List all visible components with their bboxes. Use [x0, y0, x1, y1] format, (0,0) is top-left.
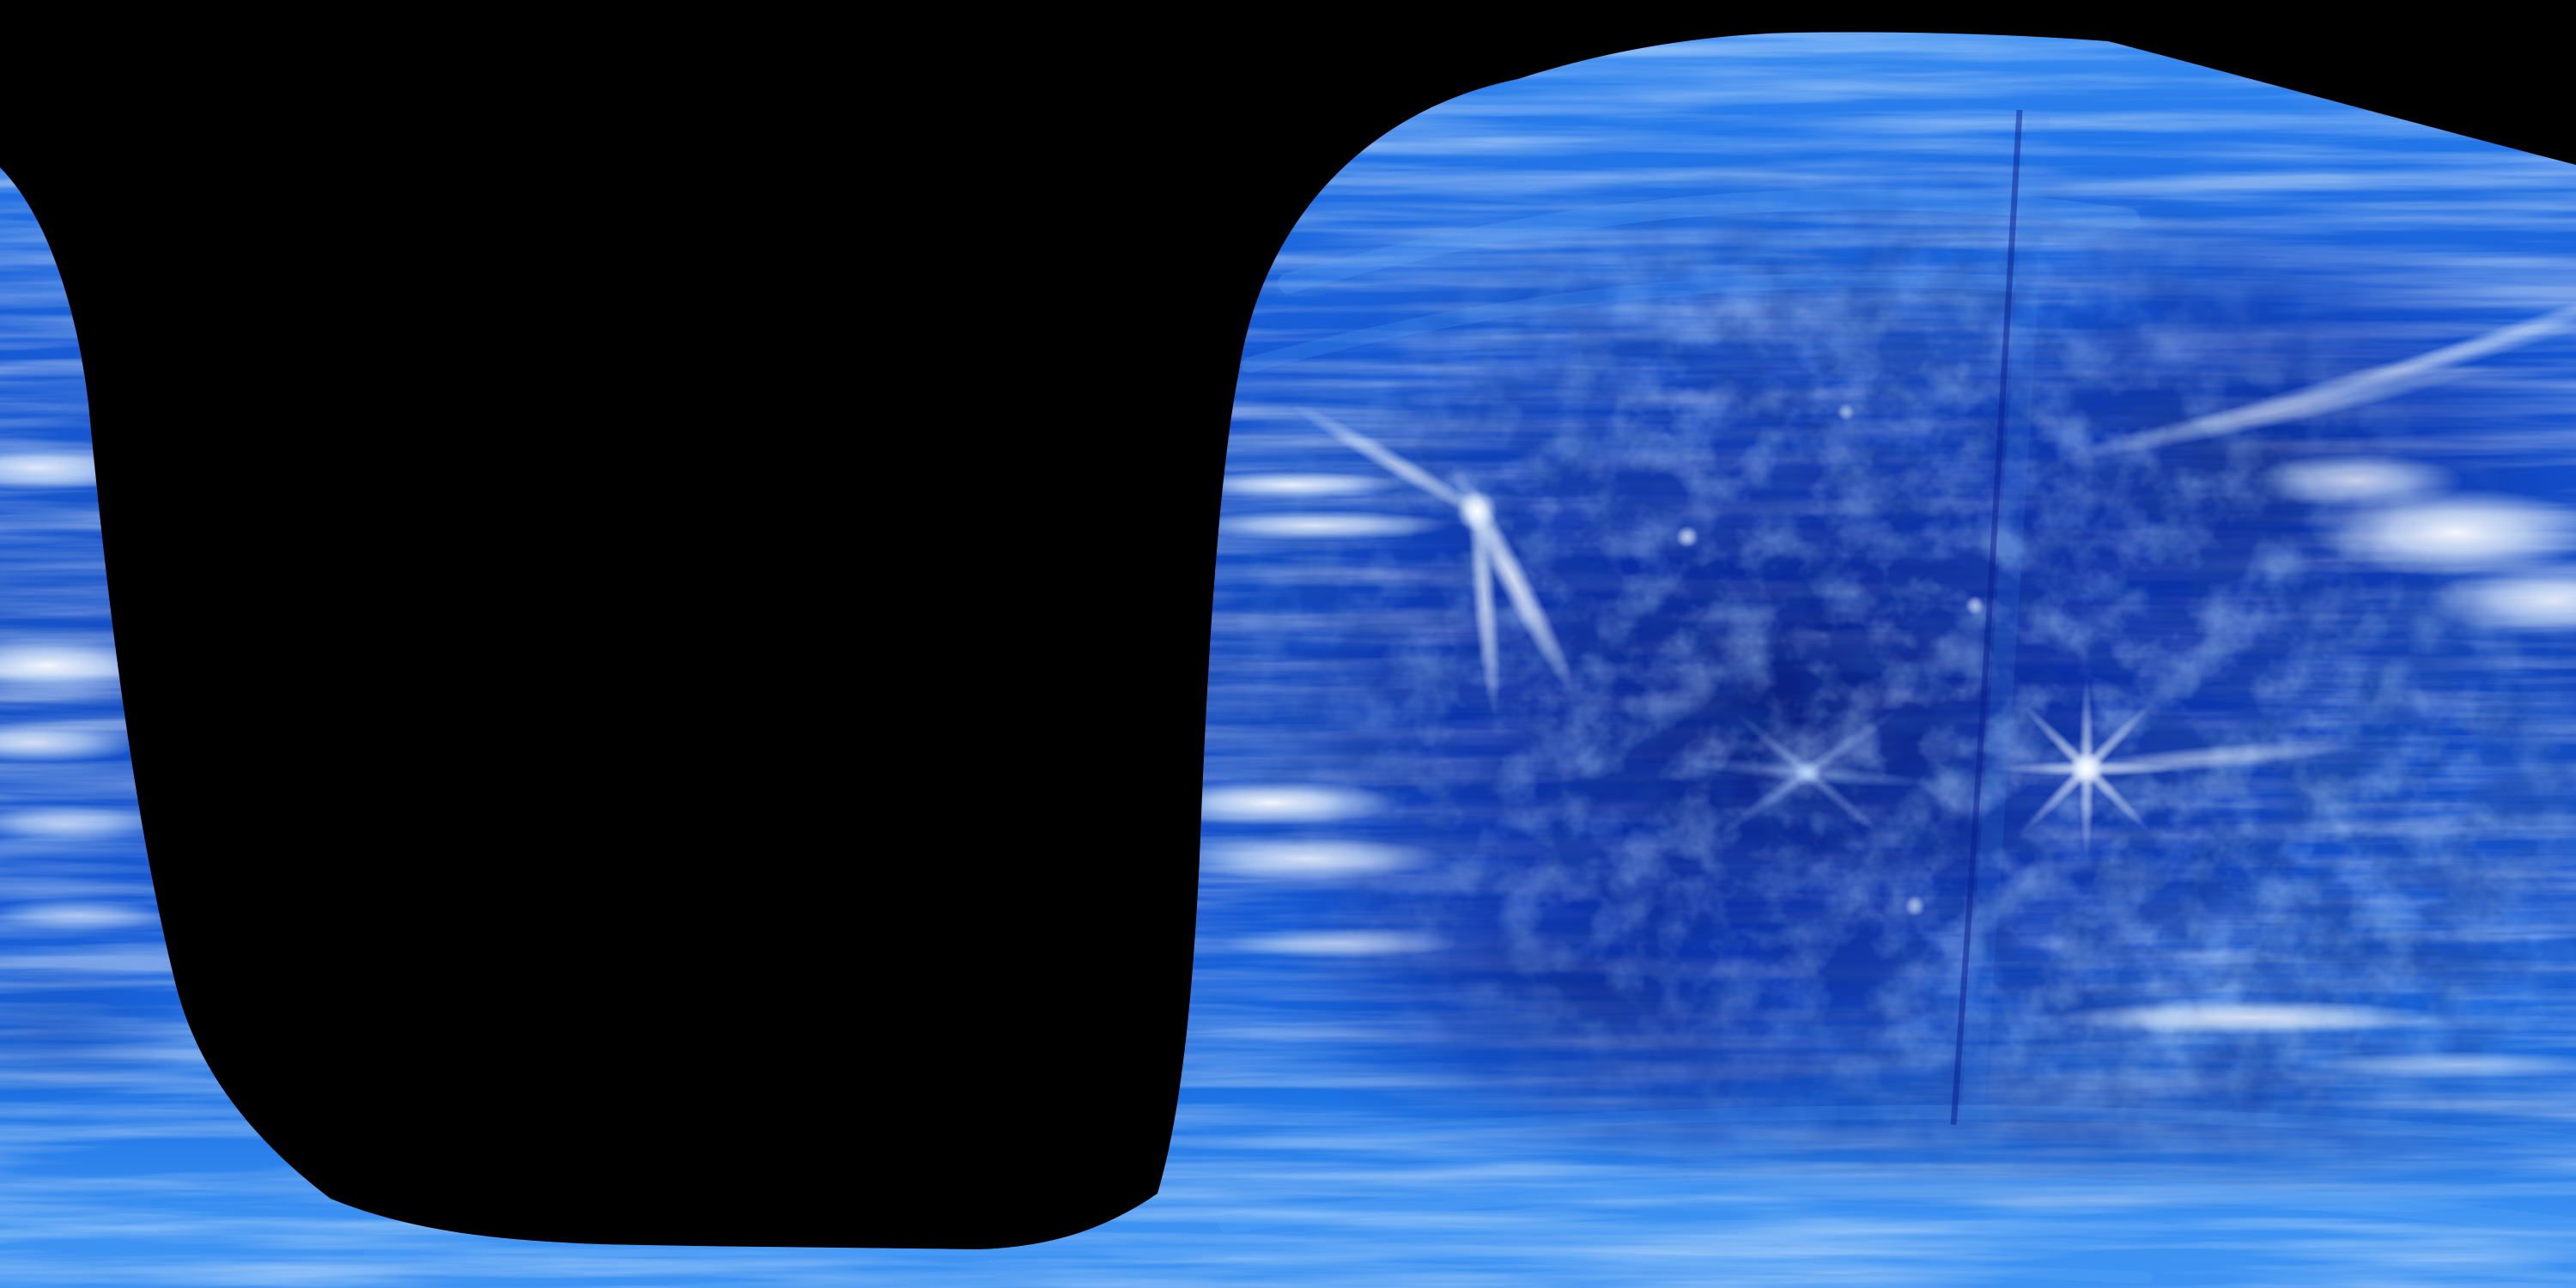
spark-3	[1905, 896, 1925, 916]
spark-4	[1838, 404, 1855, 421]
limb-edge-whites	[1142, 471, 1460, 958]
right-limb-cluster	[2057, 261, 2576, 637]
seam-line	[1950, 109, 2023, 1126]
edge-white-4	[1159, 838, 1451, 879]
edge-white-3	[1142, 781, 1400, 825]
south-streak-b	[2297, 1051, 2576, 1078]
seam-highlight	[1960, 112, 2050, 1124]
spark-2	[1965, 596, 1984, 615]
edge-white-1	[1181, 471, 1404, 499]
white-starburst	[1996, 678, 2360, 859]
sliver-white-5	[0, 898, 167, 931]
azure-starburst	[1679, 708, 1936, 838]
bright-sparks	[1676, 404, 1984, 916]
cluster-blob-c	[2250, 453, 2464, 508]
diagonal-streak-3	[2336, 261, 2576, 392]
sliver-white-3	[0, 722, 146, 763]
south-white-streaks	[2052, 1000, 2576, 1078]
light-mottle-texture	[1185, 32, 2576, 1288]
edge-white-5	[1219, 927, 1460, 958]
sliver-white-2	[0, 636, 176, 695]
sliver-white-4	[0, 806, 163, 842]
sliver-dark-patch	[0, 953, 197, 1108]
polar-arcs	[363, 189, 2576, 1284]
cluster-blob-b	[2426, 565, 2576, 637]
spark-1	[1676, 526, 1698, 548]
cluster-blob-a	[2310, 488, 2576, 577]
south-streak-a	[2052, 1000, 2447, 1035]
mosaic-seam	[1950, 109, 2050, 1126]
edge-white-2	[1176, 510, 1451, 541]
fan-active-region	[1291, 403, 1576, 717]
